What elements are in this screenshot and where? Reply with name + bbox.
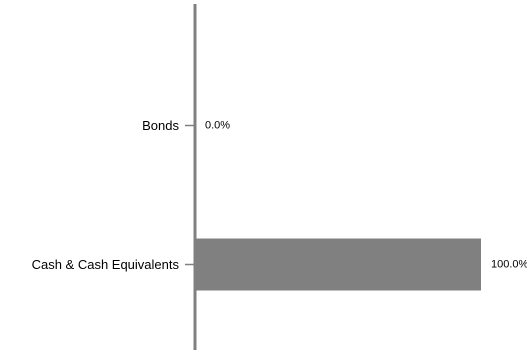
category-label-bonds: Bonds xyxy=(142,118,179,133)
data-label-bonds: 0.0% xyxy=(205,120,230,132)
category-label-cash-cash-equivalents: Cash & Cash Equivalents xyxy=(32,257,180,272)
bar-cash-cash-equivalents xyxy=(195,238,481,291)
data-label-cash-cash-equivalents: 100.0% xyxy=(491,259,527,271)
y-axis-ticks xyxy=(185,124,195,266)
category-labels: Bonds Cash & Cash Equivalents xyxy=(32,118,180,272)
bars-group xyxy=(195,238,481,291)
data-labels: 0.0% 100.0% xyxy=(205,120,527,271)
